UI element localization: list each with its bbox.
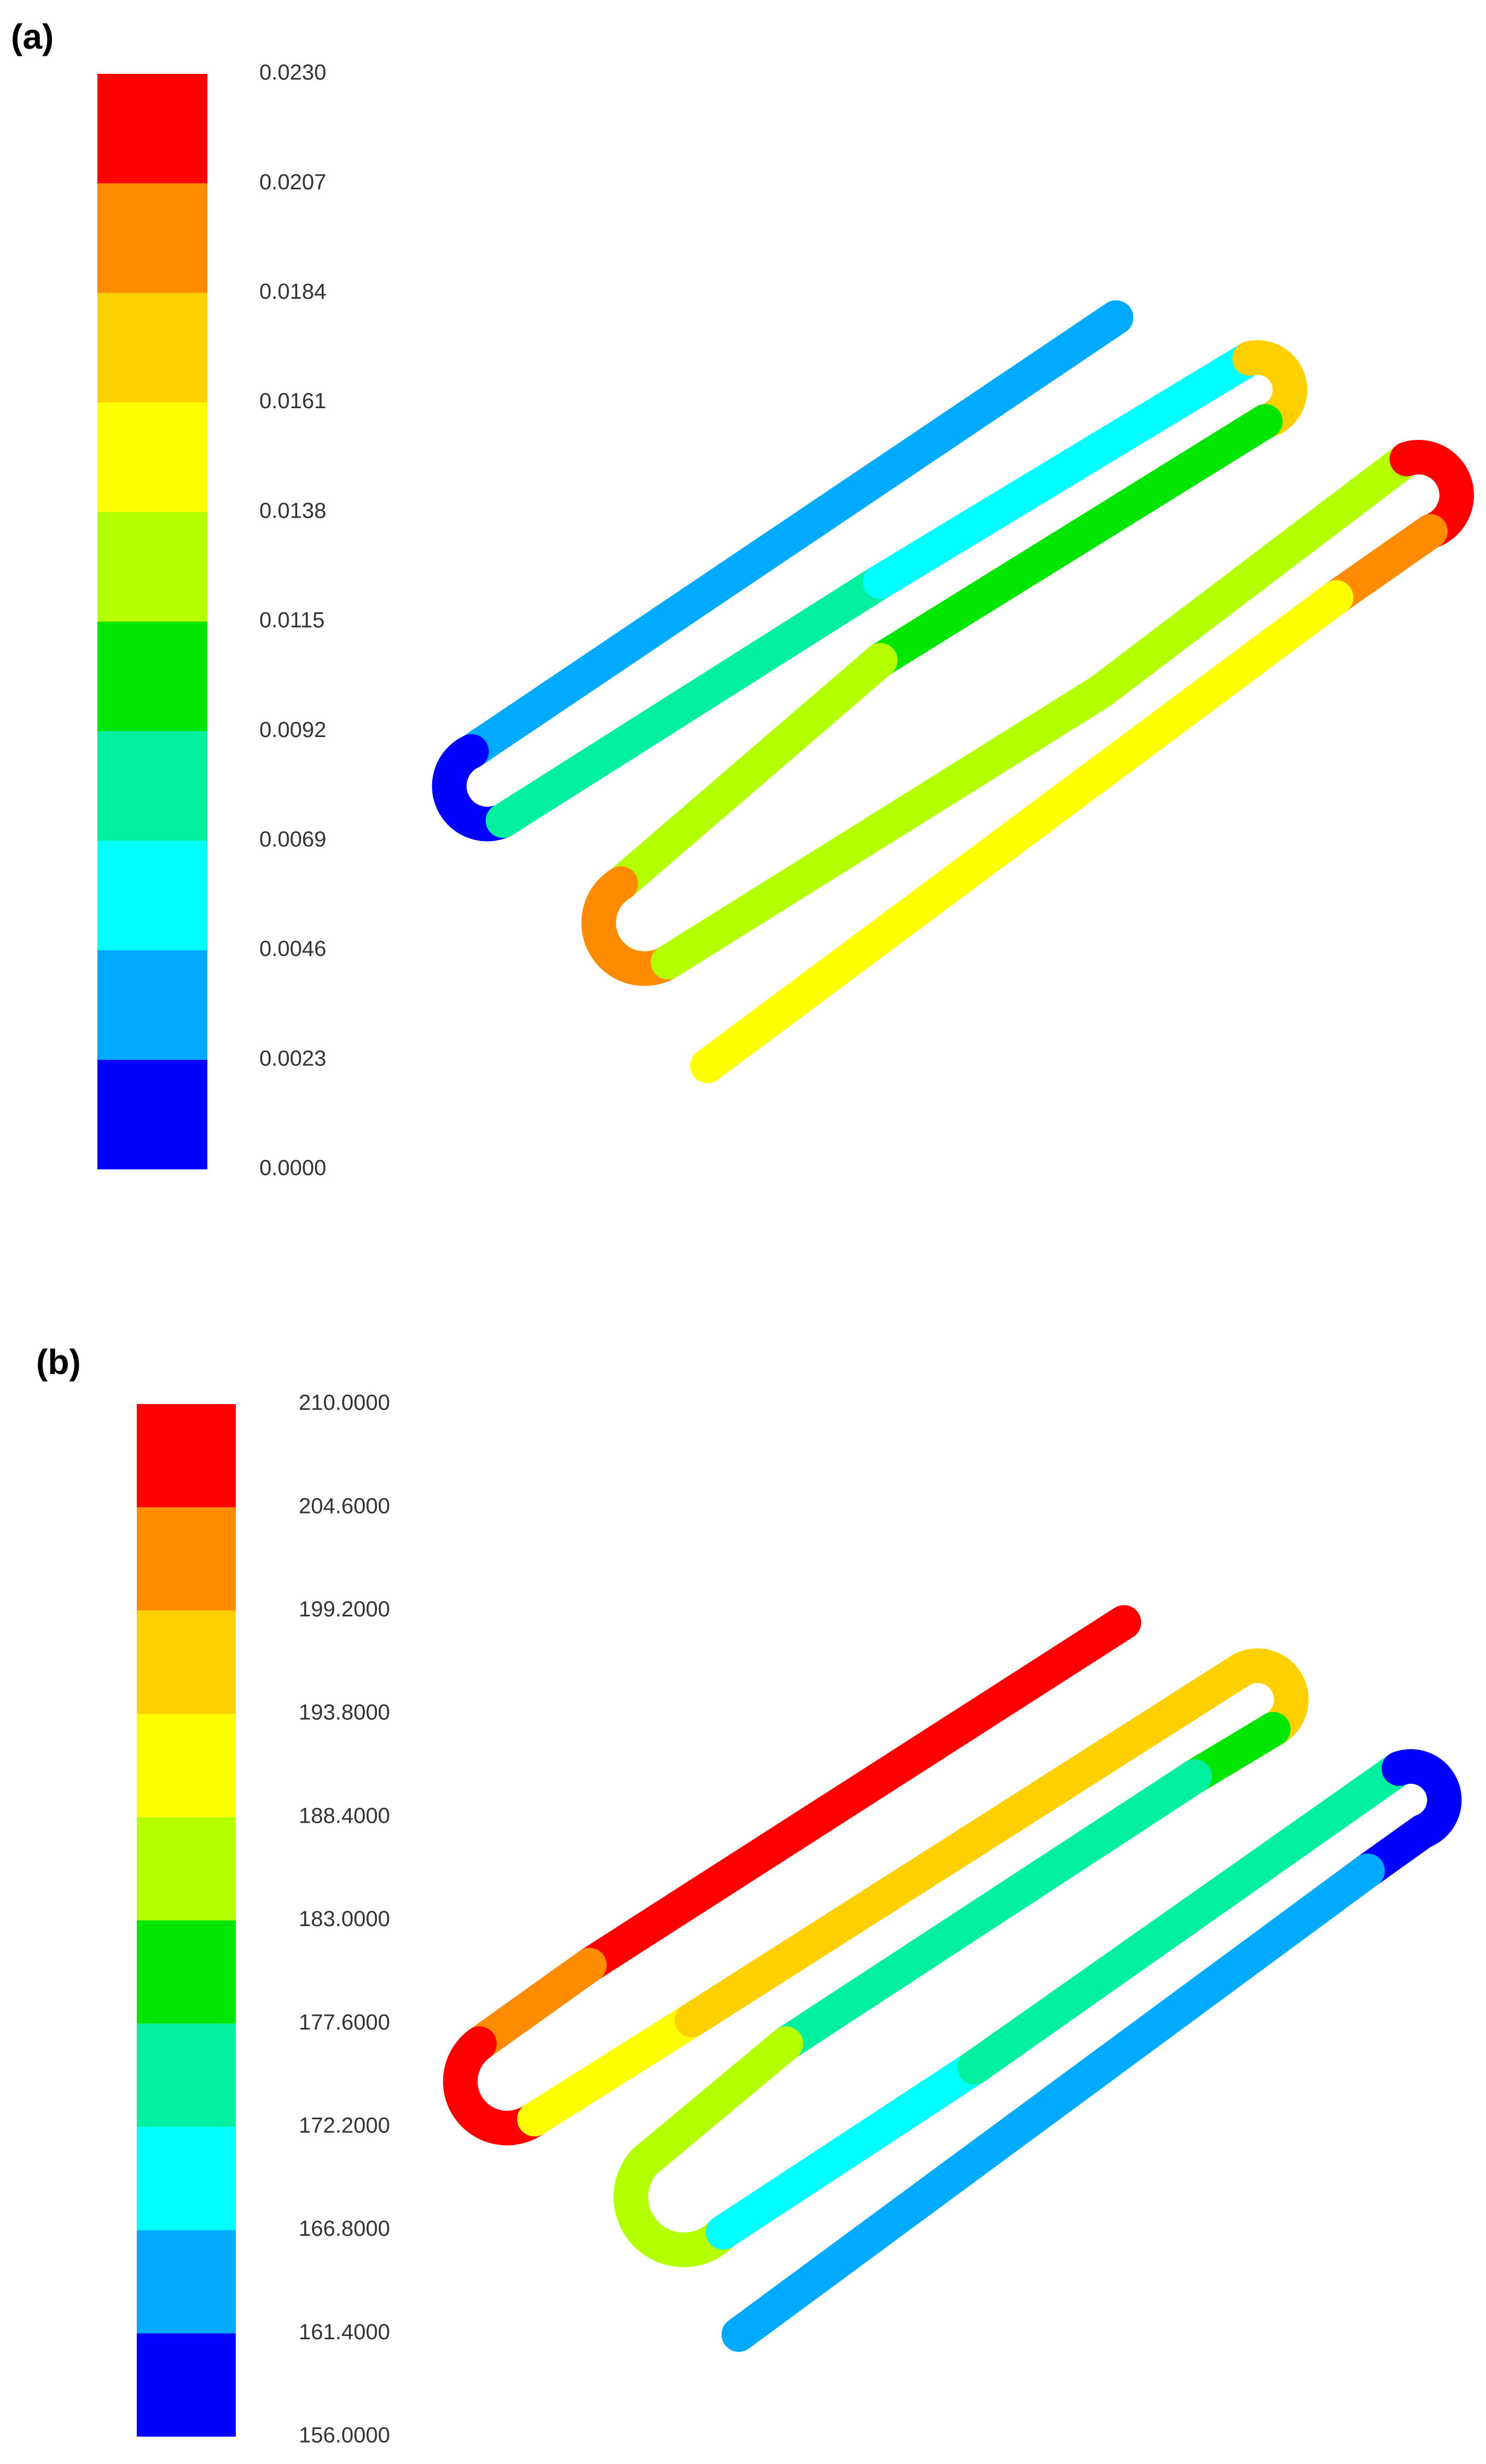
color-band (137, 2230, 236, 2334)
tick-label: 0.0046 (259, 937, 326, 961)
color-band (137, 1714, 236, 1817)
tick-label: 0.0092 (259, 718, 326, 742)
tick-label: 166.8000 (299, 2217, 390, 2241)
tick-label: 0.0184 (259, 280, 326, 304)
color-band (97, 840, 207, 950)
tick-label: 0.0207 (259, 170, 326, 194)
tick-label: 177.6000 (299, 2010, 390, 2034)
color-band (137, 2333, 236, 2437)
color-band (97, 402, 207, 512)
tube-b (443, 1605, 1462, 2352)
tube-a (432, 300, 1474, 1083)
color-band (137, 2126, 236, 2230)
tick-label: 199.2000 (299, 1597, 390, 1621)
tick-label: 161.4000 (299, 2320, 390, 2344)
tick-label: 193.8000 (299, 1701, 390, 1725)
color-band (97, 512, 207, 622)
color-band (97, 183, 207, 293)
color-band (97, 74, 207, 184)
tick-label: 183.0000 (299, 1907, 390, 1931)
color-band (137, 1920, 236, 2024)
tick-label: 204.6000 (299, 1494, 390, 1518)
color-band (137, 1404, 236, 1508)
tick-label: 0.0000 (259, 1156, 326, 1180)
color-band (97, 293, 207, 403)
tick-label: 0.0023 (259, 1046, 326, 1070)
color-band (137, 2024, 236, 2127)
tick-label: 0.0138 (259, 498, 326, 523)
tick-label: 156.0000 (299, 2424, 390, 2448)
color-band (97, 950, 207, 1060)
tick-label: 172.2000 (299, 2113, 390, 2137)
color-band (97, 622, 207, 732)
color-band (97, 731, 207, 841)
color-band (97, 1059, 207, 1169)
tick-label: 210.0000 (299, 1391, 390, 1415)
panel-label: (a) (11, 17, 54, 56)
tick-label: 0.0230 (259, 61, 326, 85)
tick-label: 0.0069 (259, 827, 326, 851)
tick-label: 0.0115 (259, 608, 324, 633)
panel-label: (b) (36, 1342, 81, 1382)
color-band (137, 1610, 236, 1714)
color-band (137, 1817, 236, 1921)
tick-label: 188.4000 (299, 1804, 390, 1828)
tick-label: 0.0161 (259, 389, 326, 413)
color-band (137, 1507, 236, 1611)
